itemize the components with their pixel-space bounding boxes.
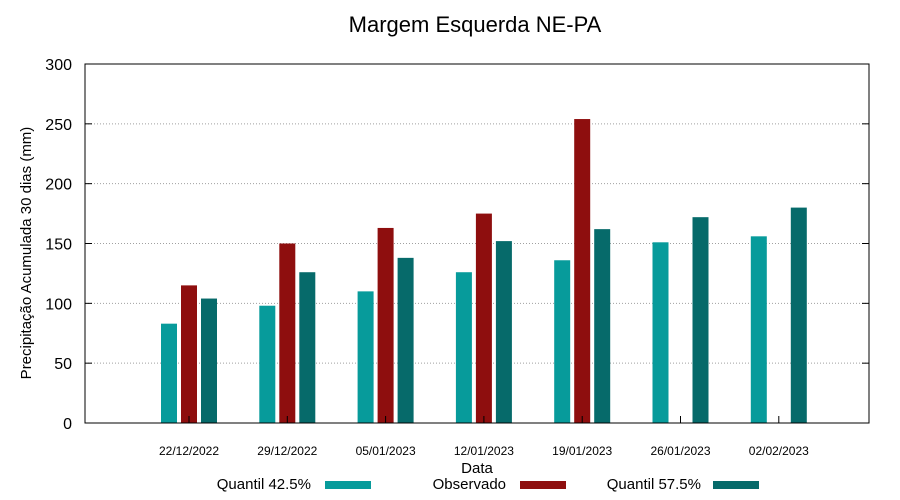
bar-3-7 — [790, 207, 807, 423]
bar-2-5 — [574, 119, 591, 424]
legend-label-2: Observado — [433, 476, 506, 493]
bars — [161, 119, 807, 424]
legend-label-3: Quantil 57.5% — [607, 476, 701, 493]
legend-swatch-2 — [520, 481, 566, 489]
x-tick-label: 05/01/2023 — [356, 444, 416, 458]
bar-2-3 — [377, 227, 394, 423]
x-tick-label: 12/01/2023 — [454, 444, 514, 458]
legend: Quantil 42.5% Observado Quantil 57.5% — [217, 476, 759, 493]
bar-1-7 — [750, 236, 767, 423]
bar-3-4 — [495, 241, 512, 423]
x-tick-label: 22/12/2022 — [159, 444, 219, 458]
legend-label-1: Quantil 42.5% — [217, 476, 311, 493]
y-tick-label: 50 — [54, 356, 72, 373]
y-tick-label: 100 — [45, 296, 72, 313]
chart-title: Margem Esquerda NE-PA — [349, 12, 602, 37]
bar-3-2 — [299, 272, 316, 423]
y-tick-label: 300 — [45, 57, 72, 74]
legend-swatch-3 — [713, 481, 759, 489]
x-axis-ticks: 22/12/2022 29/12/2022 05/01/2023 12/01/2023… — [159, 416, 809, 458]
bar-2-2 — [279, 243, 296, 423]
x-tick-label: 19/01/2023 — [552, 444, 612, 458]
x-tick-label: 26/01/2023 — [650, 444, 710, 458]
bar-1-4 — [455, 272, 472, 423]
bar-3-1 — [201, 298, 217, 423]
bar-3-6 — [692, 217, 709, 423]
x-tick-label: 02/02/2023 — [749, 444, 809, 458]
bar-2-1 — [181, 285, 197, 423]
x-tick-label: 29/12/2022 — [257, 444, 317, 458]
bar-1-6 — [652, 242, 669, 423]
bar-3-5 — [594, 229, 611, 423]
y-tick-label: 200 — [45, 177, 72, 194]
bar-2-4 — [475, 213, 492, 423]
bar-1-5 — [554, 260, 571, 423]
y-axis-ticks: 0 50 100 150 200 250 300 — [45, 57, 869, 433]
legend-swatch-1 — [325, 481, 371, 489]
x-axis-label: Data — [461, 460, 493, 477]
y-tick-label: 250 — [45, 117, 72, 134]
bar-1-1 — [161, 323, 177, 423]
y-axis-label: Precipitação Acumulada 30 dias (mm) — [18, 127, 35, 380]
y-tick-label: 0 — [63, 416, 72, 433]
bar-3-3 — [397, 257, 414, 423]
bar-1-2 — [259, 305, 276, 423]
bar-1-3 — [357, 291, 374, 423]
y-tick-label: 150 — [45, 237, 72, 254]
